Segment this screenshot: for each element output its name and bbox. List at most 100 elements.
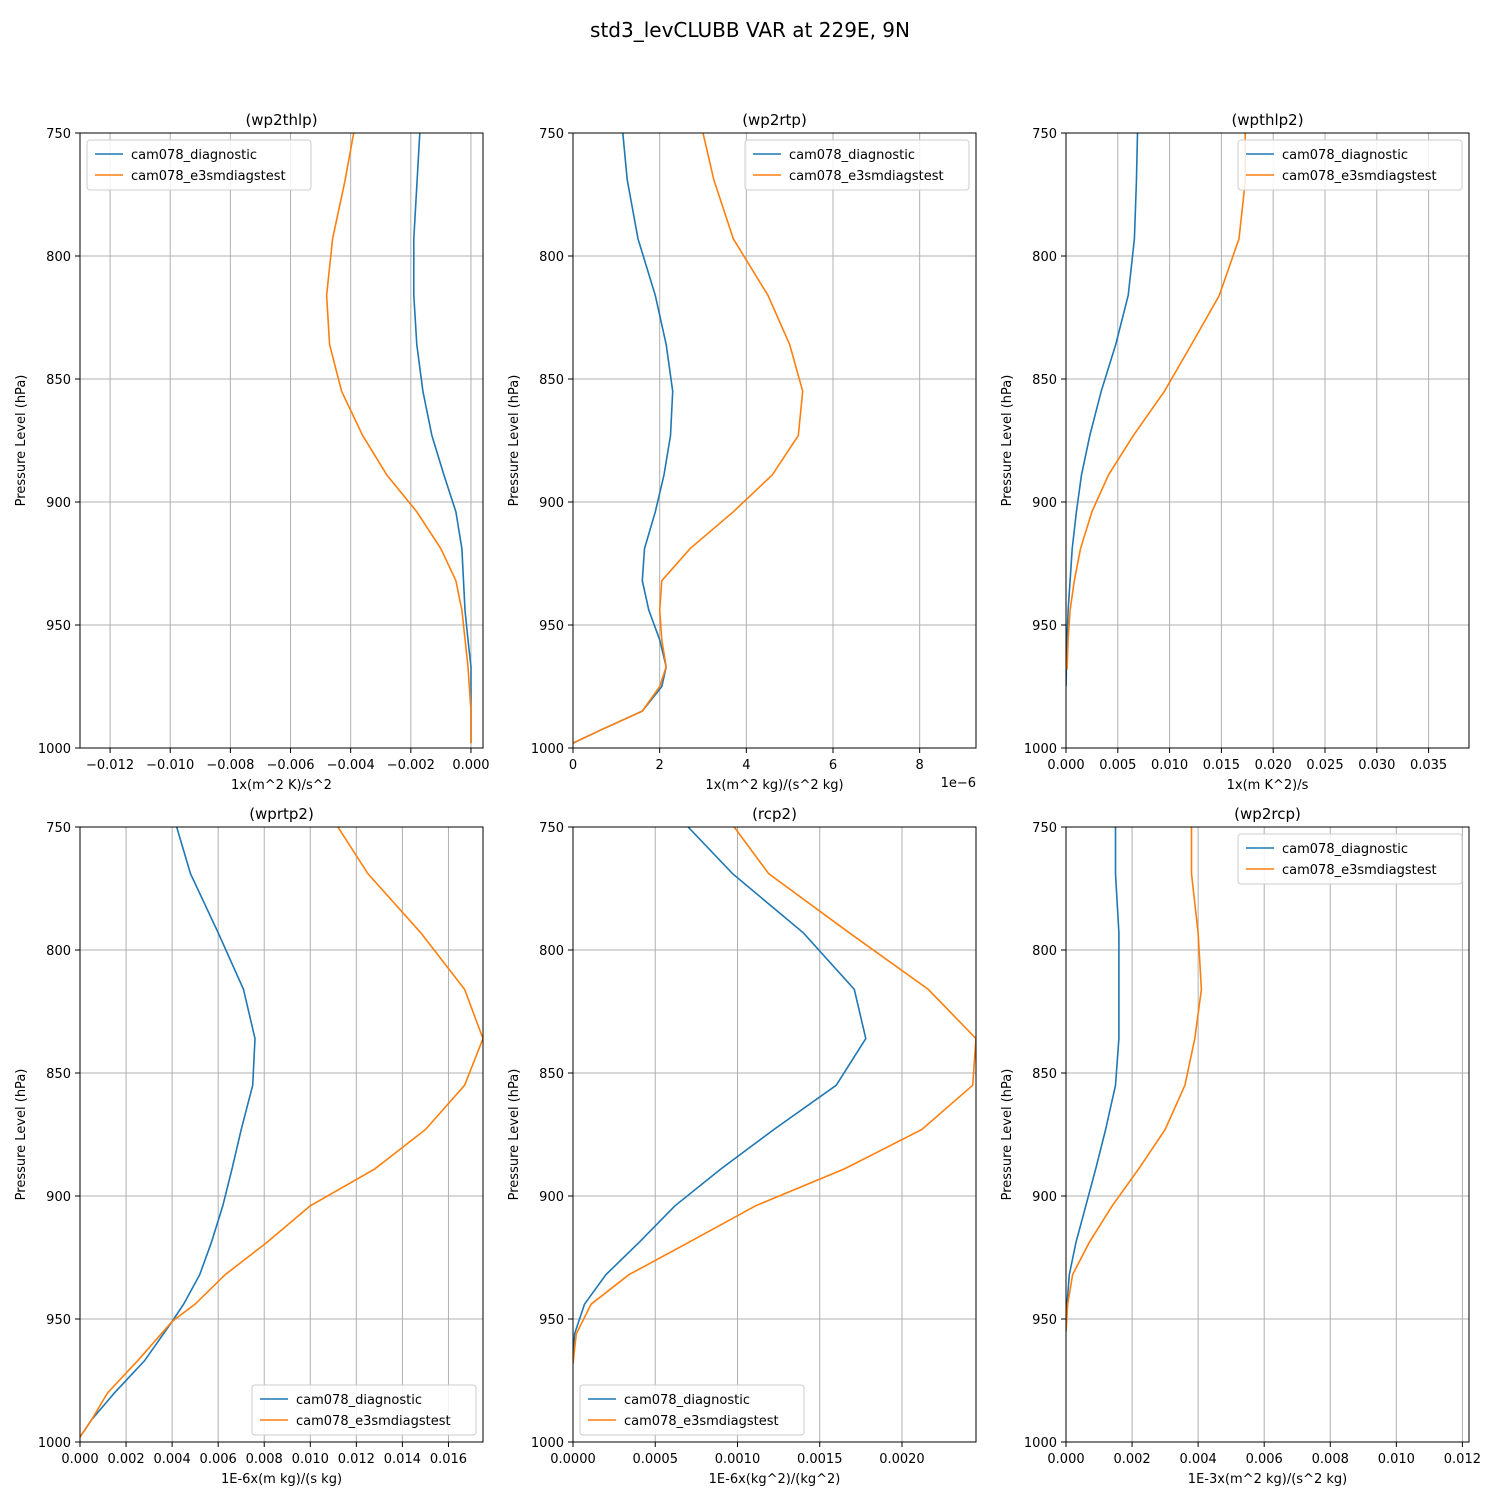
x-tick-label: −0.012: [86, 758, 134, 773]
panel-2: 0.000 0.005 0.010 0.015 0.020 0.025 0.030 0.035…: [1000, 111, 1470, 793]
x-tick-label: 0: [569, 758, 577, 773]
legend-label: cam078_diagnostic: [624, 1393, 750, 1408]
y-tick-label: 800: [539, 250, 564, 265]
x-tick-label: 0.010: [1378, 1452, 1415, 1467]
series-line-cam078_diagnostic: [80, 827, 256, 1438]
x-tick-label: 0.002: [107, 1452, 144, 1467]
legend-box: [579, 1384, 805, 1436]
x-axis-label: 1x(m^2 kg)/(s^2 kg): [705, 778, 843, 793]
y-axis-label: Pressure Level (hPa): [507, 375, 522, 507]
x-tick-label: 0.000: [452, 758, 489, 773]
y-tick-label: 750: [539, 127, 564, 142]
axes-frame: [572, 132, 977, 749]
series-line-cam078_diagnostic: [1066, 133, 1139, 687]
y-tick-label: 900: [539, 1190, 564, 1205]
x-tick-label: 0.008: [1312, 1452, 1349, 1467]
series-line-cam078_e3smdiagstest: [80, 827, 483, 1438]
y-axis-label: Pressure Level (hPa): [507, 1069, 522, 1201]
y-tick-label: 800: [1032, 944, 1057, 959]
x-tick-label: 0.006: [200, 1452, 237, 1467]
y-tick-label: 900: [1032, 1190, 1057, 1205]
legend-box: [1237, 833, 1463, 885]
legend-box: [86, 139, 312, 191]
x-tick-label: 0.004: [154, 1452, 191, 1467]
y-tick-label: 750: [46, 127, 71, 142]
x-tick-label: 0.002: [1113, 1452, 1150, 1467]
x-tick-label: 0.010: [292, 1452, 329, 1467]
y-axis-label: Pressure Level (hPa): [1000, 375, 1015, 507]
panel-title: (wp2thlp): [245, 111, 317, 129]
series-line-cam078_e3smdiagstest: [573, 133, 804, 744]
x-tick-label: 0.006: [1246, 1452, 1283, 1467]
series-line-cam078_diagnostic: [412, 133, 472, 744]
legend-label: cam078_e3smdiagstest: [1282, 863, 1437, 878]
x-tick-label: 6: [829, 758, 837, 773]
legend: cam078_diagnostic cam078_e3smdiagstest: [1237, 833, 1463, 885]
legend-box: [744, 139, 970, 191]
x-tick-label: 0.0005: [632, 1452, 678, 1467]
legend-label: cam078_e3smdiagstest: [1282, 169, 1437, 184]
x-tick-label: −0.004: [327, 758, 375, 773]
x-tick-label: 0.0010: [715, 1452, 761, 1467]
series-line-cam078_diagnostic: [573, 827, 867, 1364]
legend-label: cam078_e3smdiagstest: [131, 169, 286, 184]
legend: cam078_diagnostic cam078_e3smdiagstest: [579, 1384, 805, 1436]
panel-0: −0.012 −0.010 −0.008 −0.006 −0.004 −0.002 0.00…: [14, 111, 490, 793]
y-tick-label: 750: [539, 821, 564, 836]
y-tick-label: 950: [1032, 1313, 1057, 1328]
legend-label: cam078_diagnostic: [1282, 842, 1408, 857]
x-axis-label: 1x(m^2 K)/s^2: [231, 778, 332, 793]
panel-title: (wp2rtp): [742, 111, 807, 129]
panel-title: (rcp2): [752, 805, 797, 823]
y-tick-label: 850: [1032, 1067, 1057, 1082]
x-tick-label: 0.000: [61, 1452, 98, 1467]
panels: −0.012 −0.010 −0.008 −0.006 −0.004 −0.002 0.00…: [14, 111, 1481, 1487]
legend-label: cam078_diagnostic: [1282, 148, 1408, 163]
y-tick-label: 750: [1032, 127, 1057, 142]
x-tick-label: 0.010: [1151, 758, 1188, 773]
legend: cam078_diagnostic cam078_e3smdiagstest: [86, 139, 312, 191]
x-offset-text: 1e−6: [941, 776, 976, 791]
y-tick-label: 950: [539, 1313, 564, 1328]
x-tick-label: 0.008: [246, 1452, 283, 1467]
legend-label: cam078_diagnostic: [296, 1393, 422, 1408]
x-tick-label: −0.002: [387, 758, 435, 773]
y-tick-label: 950: [539, 619, 564, 634]
y-tick-label: 750: [46, 821, 71, 836]
x-tick-label: 0.0015: [797, 1452, 843, 1467]
y-tick-label: 800: [46, 944, 71, 959]
legend-label: cam078_e3smdiagstest: [624, 1414, 779, 1429]
y-tick-label: 850: [46, 1067, 71, 1082]
y-axis-label: Pressure Level (hPa): [14, 1069, 29, 1201]
x-axis-label: 1E-6x(kg^2)/(kg^2): [709, 1472, 841, 1487]
series-line-cam078_diagnostic: [573, 133, 674, 744]
series-line-cam078_e3smdiagstest: [325, 133, 472, 744]
panel-4: 0.0000 0.0005 0.0010 0.0015 0.0020 750 800 850 9…: [507, 805, 977, 1487]
x-tick-label: 0.016: [430, 1452, 467, 1467]
axes-frame: [79, 132, 484, 749]
panel-title: (wprtp2): [249, 805, 314, 823]
x-tick-label: 0.014: [384, 1452, 421, 1467]
x-tick-label: 0.020: [1255, 758, 1292, 773]
y-tick-label: 1000: [38, 742, 71, 757]
x-tick-label: −0.010: [146, 758, 194, 773]
x-tick-label: 0.000: [1047, 1452, 1084, 1467]
x-tick-label: 0.012: [338, 1452, 375, 1467]
x-tick-label: 0.0000: [550, 1452, 596, 1467]
series-line-cam078_diagnostic: [1066, 827, 1120, 1332]
y-tick-label: 1000: [531, 742, 564, 757]
axes-frame: [572, 826, 977, 1443]
legend: cam078_diagnostic cam078_e3smdiagstest: [251, 1384, 477, 1436]
axes-frame: [79, 826, 484, 1443]
panel-title: (wpthlp2): [1231, 111, 1303, 129]
y-tick-label: 1000: [38, 1436, 71, 1451]
x-axis-label: 1E-3x(m^2 kg)/(s^2 kg): [1188, 1472, 1347, 1487]
legend-label: cam078_diagnostic: [131, 148, 257, 163]
y-axis-label: Pressure Level (hPa): [1000, 1069, 1015, 1201]
legend-box: [1237, 139, 1463, 191]
x-tick-label: 0.0020: [879, 1452, 925, 1467]
legend: cam078_diagnostic cam078_e3smdiagstest: [1237, 139, 1463, 191]
x-tick-label: 4: [742, 758, 750, 773]
y-tick-label: 850: [1032, 373, 1057, 388]
y-tick-label: 950: [46, 1313, 71, 1328]
